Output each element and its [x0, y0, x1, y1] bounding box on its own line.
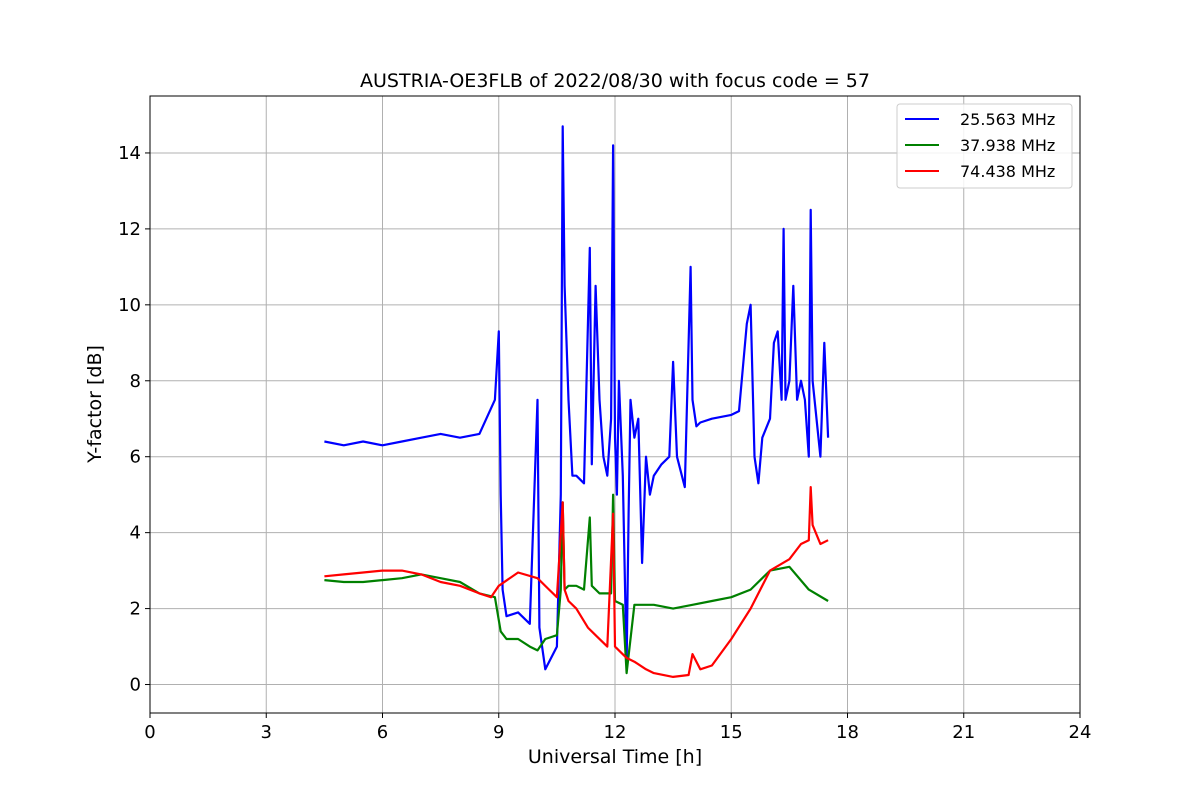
- x-tick-label: 21: [952, 722, 975, 743]
- x-tick-label: 15: [720, 722, 743, 743]
- x-tick-label: 12: [604, 722, 627, 743]
- y-tick-label: 10: [118, 295, 141, 316]
- legend-label: 74.438 MHz: [960, 162, 1055, 181]
- x-axis-label: Universal Time [h]: [528, 746, 702, 768]
- x-tick-label: 18: [836, 722, 859, 743]
- y-tick-label: 6: [130, 447, 141, 468]
- legend-label: 25.563 MHz: [960, 110, 1055, 129]
- x-tick-label: 6: [377, 722, 388, 743]
- series-line-0: [324, 125, 830, 671]
- series-line-1: [324, 493, 829, 675]
- chart-title: AUSTRIA-OE3FLB of 2022/08/30 with focus …: [360, 70, 870, 92]
- y-tick-label: 12: [118, 219, 141, 240]
- x-tick-label: 24: [1069, 722, 1092, 743]
- series-line-2: [324, 486, 829, 679]
- x-tick-label: 3: [261, 722, 272, 743]
- x-tick-label: 9: [493, 722, 504, 743]
- y-tick-label: 8: [130, 371, 141, 392]
- y-tick-label: 0: [130, 675, 141, 696]
- y-tick-label: 4: [130, 523, 141, 544]
- y-tick-label: 2: [130, 599, 141, 620]
- series-lines: [324, 125, 830, 679]
- legend-box: [896, 103, 1073, 189]
- y-axis-label: Y-factor [dB]: [84, 345, 106, 464]
- y-tick-label: 14: [118, 143, 141, 164]
- x-tick-label: 0: [144, 722, 155, 743]
- legend-label: 37.938 MHz: [960, 136, 1055, 155]
- legend: 25.563 MHz 37.938 MHz 74.438 MHz: [896, 103, 1073, 189]
